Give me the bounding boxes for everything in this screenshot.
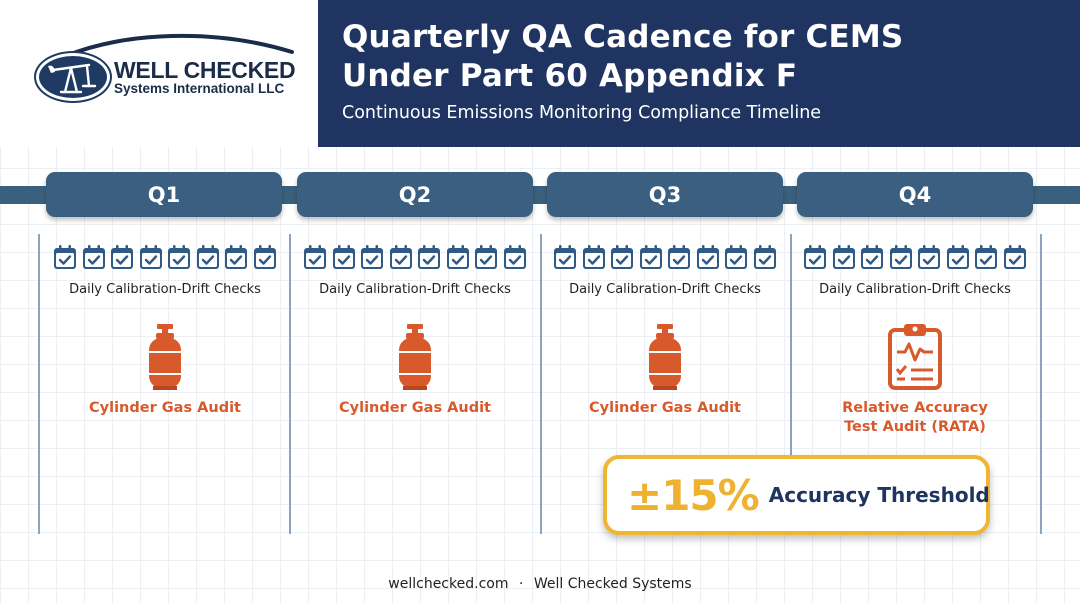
company-logo: WELL CHECKED Systems International LLC <box>34 30 296 110</box>
column-divider <box>289 234 291 534</box>
calendar-check-icon <box>804 245 827 269</box>
calendar-check-icon <box>253 245 276 269</box>
quarter-q4-header: Q4 <box>797 172 1033 217</box>
calendar-check-icon <box>582 245 605 269</box>
footer: wellchecked.com · Well Checked Systems <box>0 576 1080 592</box>
calendar-check-icon <box>918 245 941 269</box>
column-divider <box>790 234 792 534</box>
calendar-check-icon <box>332 245 355 269</box>
event-label-line-1: Cylinder Gas Audit <box>339 400 491 416</box>
calendar-check-icon <box>889 245 912 269</box>
gas-cylinder-icon <box>649 324 681 390</box>
daily-calendar-row <box>540 244 790 272</box>
event-label-line-1: Relative Accuracy <box>842 400 988 416</box>
logo-company-subname: Systems International LLC <box>114 81 285 96</box>
column-divider <box>540 234 542 534</box>
footer-website-link[interactable]: wellchecked.com <box>388 576 509 592</box>
calendar-check-icon <box>361 245 384 269</box>
calendar-check-icon <box>503 245 526 269</box>
calendar-check-icon <box>168 245 191 269</box>
daily-calendar-row <box>290 244 540 272</box>
quarter-q2-header: Q2 <box>297 172 533 217</box>
logo-badge <box>36 53 110 101</box>
calendar-check-icon <box>389 245 412 269</box>
event-label: Relative Accuracy Test Audit (RATA) <box>790 399 1040 437</box>
daily-checks-label: Daily Calibration-Drift Checks <box>319 282 511 297</box>
gas-cylinder-icon <box>149 324 181 390</box>
calendar-check-icon <box>225 245 248 269</box>
calendar-check-icon <box>975 245 998 269</box>
calendar-check-icon <box>753 245 776 269</box>
calendar-check-icon <box>639 245 662 269</box>
column-divider <box>38 234 40 534</box>
quarter-q2-column: Daily Calibration-Drift Checks Cylinder … <box>290 244 540 444</box>
gas-cylinder-icon <box>399 324 431 390</box>
calendar-check-icon <box>111 245 134 269</box>
event-label-line-1: Cylinder Gas Audit <box>89 400 241 416</box>
title-line-1: Quarterly QA Cadence for CEMS <box>342 19 904 55</box>
page-subtitle: Continuous Emissions Monitoring Complian… <box>342 103 822 123</box>
column-divider <box>1040 234 1042 534</box>
calendar-check-icon <box>1003 245 1026 269</box>
calendar-check-icon <box>832 245 855 269</box>
calendar-check-icon <box>861 245 884 269</box>
daily-calendar-row <box>790 244 1040 272</box>
threshold-value: ±15% <box>627 470 760 520</box>
quarter-q4-column: Daily Calibration-Drift Checks Relative … <box>790 244 1040 444</box>
calendar-check-icon <box>554 245 577 269</box>
daily-checks-label: Daily Calibration-Drift Checks <box>569 282 761 297</box>
event-label: Cylinder Gas Audit <box>40 399 290 418</box>
title-line-2: Under Part 60 Appendix F <box>342 58 798 94</box>
page-title: Quarterly QA Cadence for CEMS Under Part… <box>342 18 1062 96</box>
daily-calendar-row <box>40 244 290 272</box>
event-label-line-2: Test Audit (RATA) <box>844 419 986 435</box>
header-logo-panel: WELL CHECKED Systems International LLC <box>0 0 318 147</box>
event-label: Cylinder Gas Audit <box>290 399 540 418</box>
calendar-check-icon <box>196 245 219 269</box>
threshold-label: Accuracy Threshold <box>768 483 990 507</box>
calendar-check-icon <box>418 245 441 269</box>
accuracy-threshold-callout: ±15% Accuracy Threshold <box>603 455 990 535</box>
quarter-q3-header: Q3 <box>547 172 783 217</box>
quarter-q1-header: Q1 <box>46 172 282 217</box>
pumpjack-icon <box>48 63 97 94</box>
calendar-check-icon <box>696 245 719 269</box>
event-label-line-1: Cylinder Gas Audit <box>589 400 741 416</box>
calendar-check-icon <box>475 245 498 269</box>
calendar-check-icon <box>668 245 691 269</box>
calendar-check-icon <box>82 245 105 269</box>
footer-company-name: Well Checked Systems <box>533 576 692 592</box>
clipboard-checklist-icon <box>888 324 942 390</box>
event-label: Cylinder Gas Audit <box>540 399 790 418</box>
calendar-check-icon <box>725 245 748 269</box>
calendar-check-icon <box>139 245 162 269</box>
quarter-q3-column: Daily Calibration-Drift Checks Cylinder … <box>540 244 790 444</box>
footer-separator: · <box>518 576 524 592</box>
quarter-q1-column: Daily Calibration-Drift Checks Cylinder … <box>40 244 290 444</box>
calendar-check-icon <box>54 245 77 269</box>
calendar-check-icon <box>611 245 634 269</box>
logo-swoosh <box>64 33 294 58</box>
calendar-check-icon <box>304 245 327 269</box>
calendar-check-icon <box>946 245 969 269</box>
header-title-panel: Quarterly QA Cadence for CEMS Under Part… <box>318 0 1080 147</box>
calendar-check-icon <box>446 245 469 269</box>
daily-checks-label: Daily Calibration-Drift Checks <box>819 282 1011 297</box>
daily-checks-label: Daily Calibration-Drift Checks <box>69 282 261 297</box>
logo-company-name: WELL CHECKED <box>114 57 296 83</box>
